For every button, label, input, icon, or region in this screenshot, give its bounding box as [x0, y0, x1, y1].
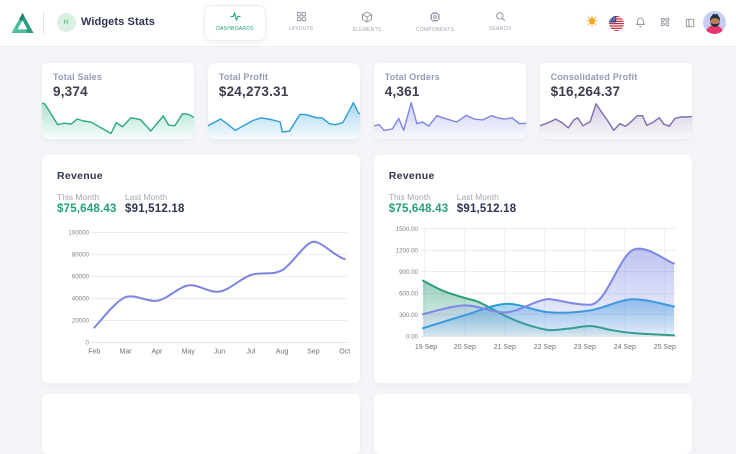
svg-text:23 Sep: 23 Sep	[573, 344, 595, 351]
svg-text:May: May	[182, 349, 196, 356]
svg-text:Feb: Feb	[88, 349, 100, 356]
svg-text:0: 0	[86, 340, 90, 347]
svg-text:21 Sep: 21 Sep	[493, 344, 515, 351]
svg-text:60000: 60000	[72, 274, 90, 281]
svg-text:300.00: 300.00	[399, 312, 418, 319]
svg-text:Oct: Oct	[339, 349, 350, 356]
svg-text:80000: 80000	[72, 252, 90, 259]
svg-text:0.00: 0.00	[406, 334, 419, 341]
svg-text:40000: 40000	[72, 296, 90, 303]
svg-text:Jul: Jul	[246, 349, 255, 356]
svg-text:Mar: Mar	[120, 349, 133, 356]
svg-text:19 Sep: 19 Sep	[415, 344, 437, 351]
svg-text:Sep: Sep	[307, 349, 320, 356]
svg-text:Aug: Aug	[276, 349, 289, 356]
svg-text:1200.00: 1200.00	[395, 248, 418, 255]
svg-text:Jun: Jun	[214, 349, 225, 356]
svg-text:Apr: Apr	[151, 349, 163, 356]
svg-text:20000: 20000	[72, 318, 90, 325]
svg-text:900.00: 900.00	[399, 269, 418, 276]
svg-text:22 Sep: 22 Sep	[533, 344, 555, 351]
svg-text:25 Sep: 25 Sep	[653, 344, 675, 351]
svg-text:20 Sep: 20 Sep	[453, 344, 475, 351]
svg-text:24 Sep: 24 Sep	[613, 344, 635, 351]
svg-text:600.00: 600.00	[399, 291, 418, 298]
svg-text:100000: 100000	[68, 230, 89, 237]
svg-text:1500.00: 1500.00	[395, 226, 418, 233]
